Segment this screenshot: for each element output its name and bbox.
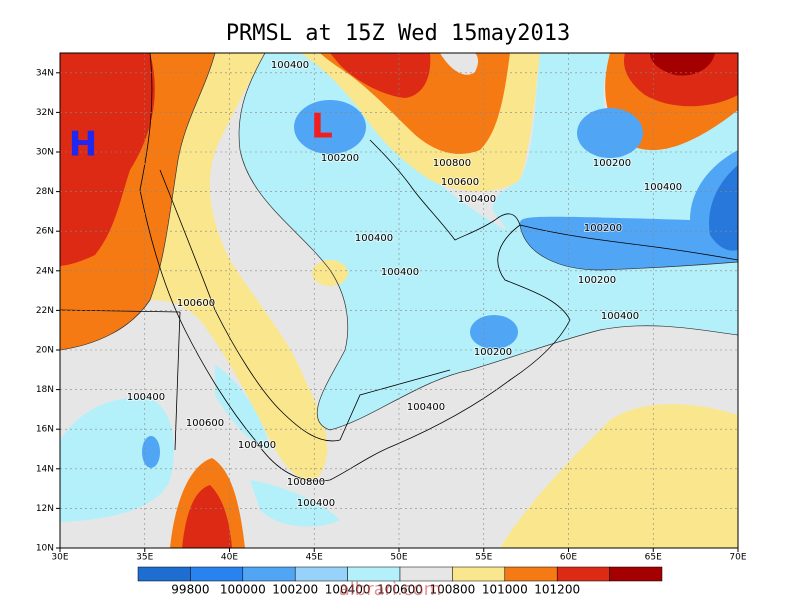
contour-label: 100400 — [407, 402, 445, 413]
contour-label: 100600 — [177, 298, 215, 309]
contour-label: 100400 — [644, 182, 682, 193]
lon-label: 70E — [729, 553, 746, 563]
contour-label: 100400 — [238, 440, 276, 451]
coastline — [519, 224, 738, 261]
contour-label: 100400 — [381, 267, 419, 278]
colorbar-swatch — [609, 566, 663, 582]
lat-label: 18N — [36, 385, 54, 395]
field-blue-west — [142, 436, 160, 468]
map-title: PRMSL at 15Z Wed 15may2013 — [226, 21, 570, 46]
contour-line — [329, 325, 738, 431]
field-blue-blob-2 — [470, 315, 518, 349]
colorbar-label: 100200 — [272, 583, 318, 597]
field-red-top — [330, 53, 431, 98]
watermark: albrari.com — [339, 579, 441, 600]
contour-label: 100400 — [297, 498, 335, 509]
field-blue-blob — [577, 108, 643, 158]
colorbar-swatch — [556, 566, 610, 582]
lat-label: 26N — [36, 227, 54, 237]
field-yellow — [150, 53, 328, 481]
contour-label: 100400 — [601, 311, 639, 322]
high-marker: H — [69, 125, 97, 165]
contour-label: 100800 — [433, 158, 471, 169]
contour-label: 100600 — [441, 177, 479, 188]
contour-label: 100200 — [593, 158, 631, 169]
colorbar-swatch — [452, 566, 506, 582]
colorbar-label: 100400 — [325, 583, 371, 597]
lat-label: 32N — [36, 108, 54, 118]
field-red-ne — [624, 53, 738, 107]
contour-line — [238, 53, 349, 431]
field-cyan-yemen — [250, 480, 340, 527]
field-cyan-west — [60, 397, 174, 522]
contour-label: 100800 — [287, 477, 325, 488]
axes: 10N 12N 14N 16N 18N 20N 22N 24N 26N 28N 30N 32N 34N 3… — [36, 68, 747, 562]
colorbar-label: 100000 — [220, 583, 266, 597]
lat-label: 34N — [36, 68, 54, 78]
colorbar-swatch — [504, 566, 558, 582]
contour-label: 100200 — [321, 153, 359, 164]
colorbar-label: 101200 — [534, 583, 580, 597]
contour-line — [519, 224, 738, 271]
low-marker: L — [311, 107, 333, 147]
field-cyan-redsea — [215, 365, 270, 450]
lat-label: 30N — [36, 148, 54, 158]
contour-label: 100400 — [458, 194, 496, 205]
field-yellow-blob — [312, 260, 348, 286]
colorbar-swatch — [242, 566, 296, 582]
contour-line — [60, 53, 216, 351]
lon-label: 30E — [51, 553, 68, 563]
colorbar-swatch — [190, 566, 244, 582]
contour-label: 100400 — [355, 233, 393, 244]
lat-label: 22N — [36, 306, 54, 316]
lat-label: 14N — [36, 464, 54, 474]
coastline — [159, 169, 341, 442]
lon-label: 45E — [306, 553, 323, 563]
lat-label: 12N — [36, 504, 54, 514]
coastline — [139, 53, 571, 482]
lat-label: 16N — [36, 425, 54, 435]
field-pale-cyan — [239, 53, 738, 430]
contour-label: 100400 — [271, 60, 309, 71]
graticule — [60, 53, 738, 548]
lon-label: 40E — [221, 553, 238, 563]
colorbar-label: 100800 — [429, 583, 475, 597]
field-darkblue-east — [709, 165, 738, 251]
colorbar-swatch — [137, 566, 191, 582]
contour-label: 100400 — [127, 392, 165, 403]
lat-label: 28N — [36, 187, 54, 197]
lon-label: 55E — [475, 553, 492, 563]
contour-label: 100200 — [474, 347, 512, 358]
colorbar-label: 99800 — [171, 583, 209, 597]
colorbar-label: 100600 — [377, 583, 423, 597]
colorbar-label: 101000 — [482, 583, 528, 597]
field-red — [60, 53, 155, 266]
field-darkred-ne — [650, 53, 715, 76]
lat-label: 20N — [36, 346, 54, 356]
colorbar: 99800 100000 100200 100400 100600 100800 10100… — [137, 566, 663, 597]
field-red-sw — [182, 485, 232, 548]
lat-label: 24N — [36, 266, 54, 276]
contour-label: 100600 — [186, 418, 224, 429]
pressure-field: H L 100400 100200 100800 100600 100400 1… — [60, 53, 738, 548]
contour-label: 100200 — [584, 223, 622, 234]
field-low-blob — [294, 100, 366, 154]
contour-label: 100200 — [578, 275, 616, 286]
lon-label: 65E — [645, 553, 662, 563]
field-blue-band — [520, 150, 738, 270]
lon-label: 35E — [136, 553, 153, 563]
field-yellow-se — [500, 404, 738, 548]
field-grey-top — [440, 53, 479, 75]
lon-label: 60E — [560, 553, 577, 563]
lon-label: 50E — [390, 553, 407, 563]
lat-label: 10N — [36, 544, 54, 554]
